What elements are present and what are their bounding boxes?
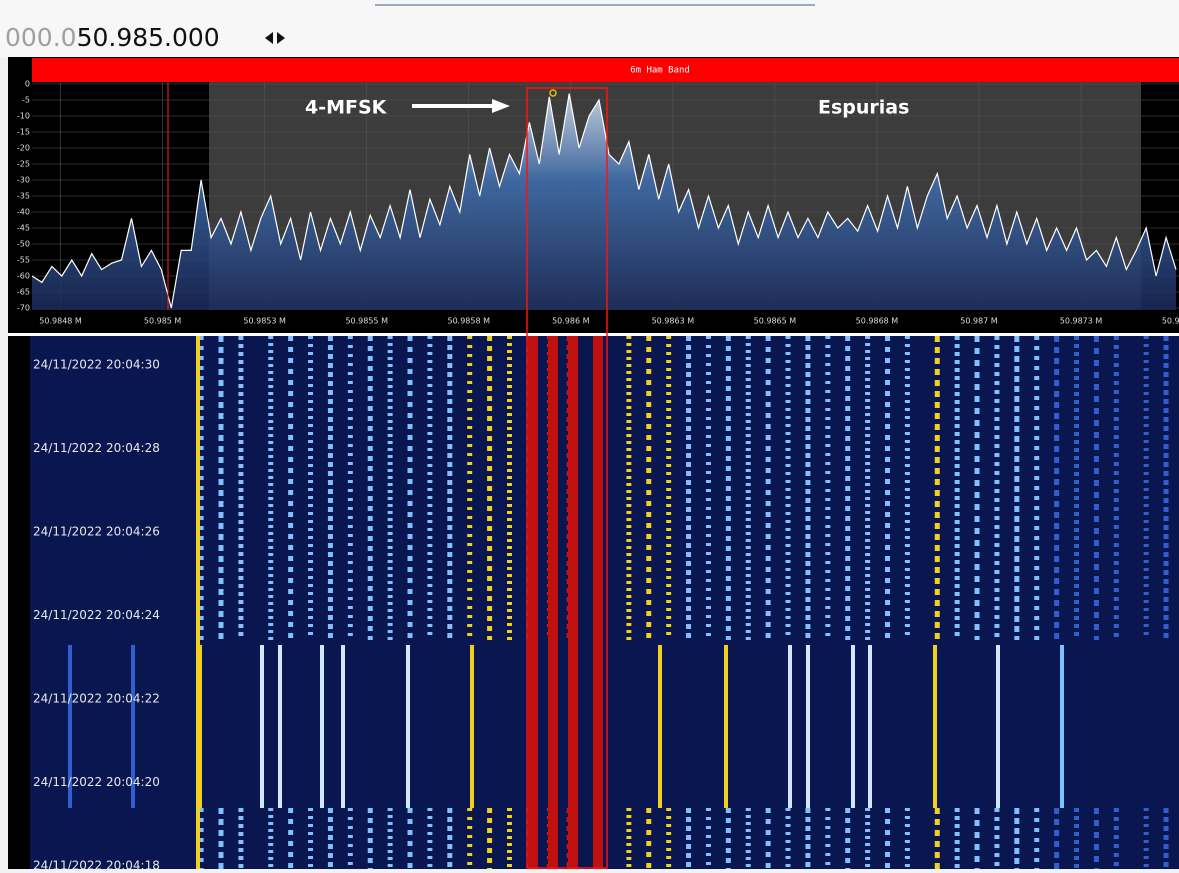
timestamp: 24/11/2022 20:04:22	[33, 692, 160, 706]
timestamp: 24/11/2022 20:04:20	[33, 775, 160, 789]
y-tick-label: -35	[17, 192, 30, 201]
timestamp: 24/11/2022 20:04:30	[33, 358, 160, 372]
y-tick-label: -45	[17, 224, 30, 233]
timestamp: 24/11/2022 20:04:24	[33, 608, 160, 622]
annotation-espurias: Espurias	[818, 97, 909, 119]
separator	[8, 333, 1179, 336]
x-tick-label: 50.9865 M	[754, 317, 797, 326]
x-tick-label: 50.9853 M	[243, 317, 286, 326]
frequency-dim: 000.0	[5, 23, 77, 52]
x-tick-label: 50.9873 M	[1060, 317, 1103, 326]
timestamp: 24/11/2022 20:04:28	[33, 441, 160, 455]
x-tick-label: 50.9855 M	[345, 317, 388, 326]
frequency-display: 000.050.985.000	[5, 23, 220, 52]
sdr-window: 000.050.985.000 6m Ham Band 0 -5 -10 -15 -20…	[0, 0, 1179, 869]
y-tick-label: -15	[17, 128, 30, 137]
y-tick-label: -55	[17, 256, 30, 265]
signal-column	[593, 336, 603, 869]
y-tick-label: -25	[17, 160, 30, 169]
y-tick-label: -60	[17, 272, 30, 281]
y-tick-label: -30	[17, 176, 30, 185]
y-tick-label: -20	[17, 144, 30, 153]
annotation-mfsk: 4-MFSK	[305, 97, 388, 119]
x-tick-label: 50.9875 M	[1162, 317, 1179, 326]
y-tick-label: -65	[17, 288, 30, 297]
signal-column	[528, 336, 538, 869]
x-tick-label: 50.987 M	[960, 317, 998, 326]
x-tick-label: 50.9863 M	[652, 317, 695, 326]
band-label: 6m Ham Band	[630, 66, 690, 76]
x-tick-label: 50.9868 M	[856, 317, 899, 326]
x-tick-label: 50.985 M	[144, 317, 182, 326]
timestamp: 24/11/2022 20:04:26	[33, 525, 160, 539]
y-tick-label: -70	[17, 304, 30, 313]
y-tick-label: -50	[17, 240, 30, 249]
x-tick-label: 50.986 M	[552, 317, 590, 326]
y-tick-label: -40	[17, 208, 30, 217]
x-tick-label: 50.9858 M	[447, 317, 490, 326]
band-bar	[32, 58, 1179, 82]
waterfall-edge	[8, 336, 30, 869]
y-tick-label: 0	[25, 80, 30, 89]
y-tick-label: -5	[22, 96, 30, 105]
signal-column	[568, 336, 578, 869]
frequency-main: 50.985.000	[77, 23, 220, 52]
signal-column	[548, 336, 558, 869]
x-tick-label: 50.9848 M	[39, 317, 82, 326]
timestamp: 24/11/2022 20:04:18	[33, 859, 160, 870]
y-tick-label: -10	[17, 112, 30, 121]
